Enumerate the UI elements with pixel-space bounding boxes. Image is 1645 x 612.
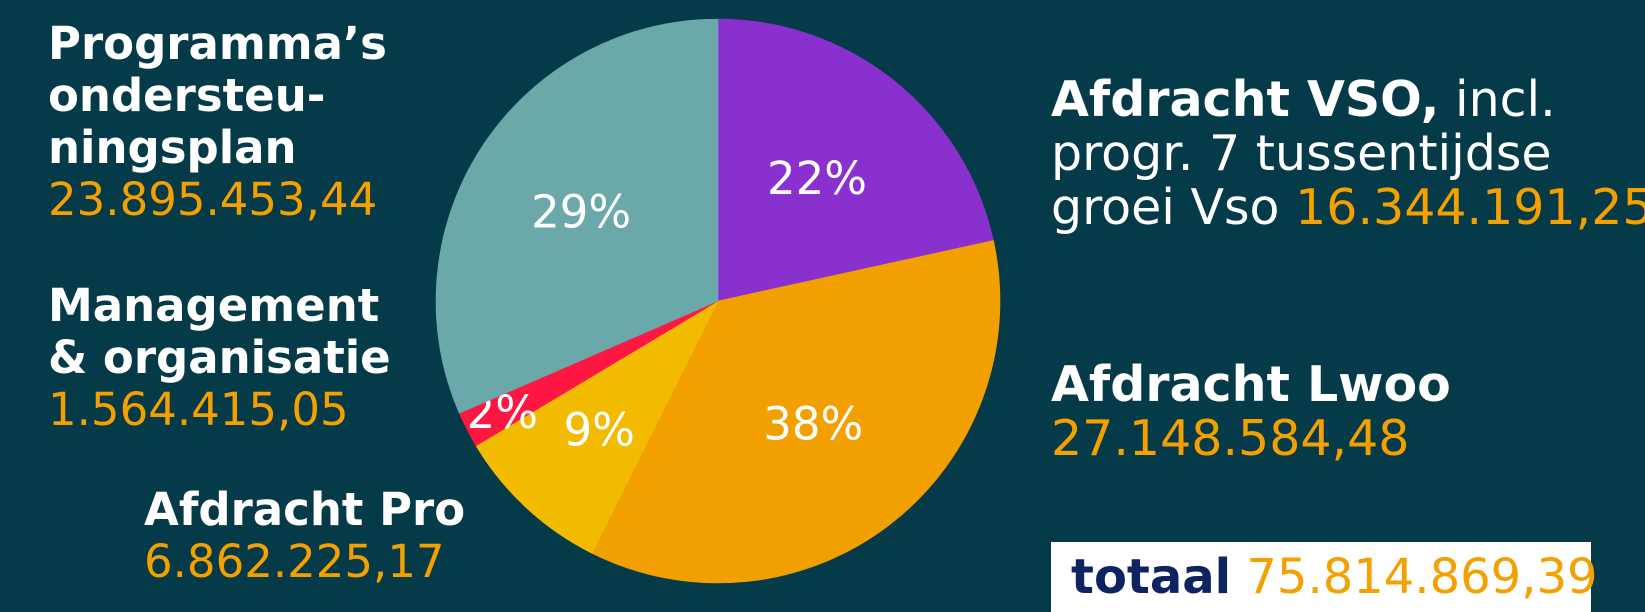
label-management-value: 1.564.415,05: [48, 383, 349, 436]
label-programmas-title-3: ningsplan: [48, 121, 297, 174]
total-label: totaal: [1071, 549, 1232, 605]
label-management-title-2: & organisatie: [48, 331, 391, 384]
label-programmas-ondersteuningsplan: Programma’s ondersteu- ningsplan 23.895.…: [48, 18, 387, 226]
label-programmas-title-2: ondersteu-: [48, 69, 326, 122]
label-programmas-value: 23.895.453,44: [48, 173, 378, 226]
pie-slice-afdracht-vso: [717, 18, 994, 302]
total-box: totaal 75.814.869,39: [1051, 542, 1598, 612]
label-management-title-1: Management: [48, 279, 380, 332]
pie-slice-programma-s-ondersteuningsplan: [435, 18, 719, 414]
label-afdracht-pro: Afdracht Pro 6.862.225,17: [144, 484, 465, 588]
label-lwoo-value: 27.148.584,48: [1051, 410, 1410, 467]
label-pro-value: 6.862.225,17: [144, 535, 445, 588]
label-pro-title: Afdracht Pro: [144, 483, 466, 536]
label-vso-title: Afdracht VSO,: [1051, 71, 1440, 128]
label-lwoo-title: Afdracht Lwoo: [1051, 356, 1451, 413]
label-vso-line2: progr. 7 tussentijdse: [1051, 125, 1552, 182]
label-vso-value: 16.344.191,25: [1295, 179, 1645, 236]
label-programmas-title-1: Programma’s: [48, 17, 387, 70]
pie-percent-label: 38%: [763, 397, 863, 450]
pie-percent-label: 29%: [531, 185, 631, 238]
label-afdracht-lwoo: Afdracht Lwoo 27.148.584,48: [1051, 358, 1451, 466]
pie-percent-label: 9%: [564, 403, 635, 456]
label-vso-line3: groei Vso: [1051, 179, 1296, 236]
pie-slice-afdracht-pro: [475, 300, 719, 554]
label-management-organisatie: Management & organisatie 1.564.415,05: [48, 280, 391, 436]
pie-percent-label: 22%: [767, 152, 867, 205]
pie-slice-afdracht-lwoo: [591, 240, 1001, 584]
label-vso-incl: incl.: [1439, 71, 1556, 128]
total-value: 75.814.869,39: [1246, 549, 1598, 605]
label-afdracht-vso: Afdracht VSO, incl. progr. 7 tussentijds…: [1051, 73, 1645, 235]
